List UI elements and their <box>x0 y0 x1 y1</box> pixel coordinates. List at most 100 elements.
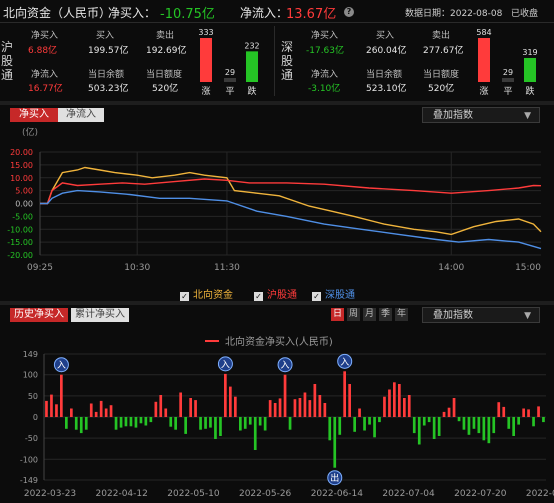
sz-connect-panel: 深股通 净买入 -17.63亿 买入 260.04亿 卖出 277.67亿 净流… <box>278 24 554 100</box>
divider <box>0 22 554 23</box>
period-quarter-button[interactable]: 季 <box>379 308 392 321</box>
breadth-label-up: 涨 <box>479 86 488 97</box>
history-bar <box>94 411 98 417</box>
breadth-bar-up <box>478 38 490 82</box>
history-bar <box>55 404 58 417</box>
history-bar <box>114 417 118 430</box>
y-tick-label: 15.00 <box>10 161 33 170</box>
x-tick-label: 2022-06-14 <box>311 489 364 499</box>
history-bar <box>104 408 108 417</box>
series-line-0 <box>40 166 542 236</box>
y-tick-label: 100 <box>23 371 38 380</box>
legend-item-northbound[interactable]: ✓ 北向资金 <box>180 286 233 301</box>
sz-quota-value: 520亿 <box>428 84 455 94</box>
legend-swatch <box>205 340 219 342</box>
history-overlay-index-dropdown-label: 叠加指数 <box>433 310 473 321</box>
y-tick-label: 20.00 <box>10 148 33 157</box>
history-bar <box>353 417 356 432</box>
y-tick-label: 5.00 <box>15 187 33 196</box>
sh-balance-value: 503.23亿 <box>88 84 129 94</box>
marker-label-in: 入 <box>340 357 349 368</box>
legend-item-sz[interactable]: ✓ 深股通 <box>312 286 355 301</box>
tab-net-buy[interactable]: 净买入 <box>10 108 58 122</box>
history-bar <box>253 417 257 450</box>
tab-net-inflow[interactable]: 净流入 <box>58 108 104 122</box>
history-bar <box>263 417 267 431</box>
period-year-button[interactable]: 年 <box>395 308 408 321</box>
marker-badge-in <box>277 357 293 373</box>
history-bar <box>169 417 173 427</box>
history-bar <box>437 417 441 436</box>
history-bar <box>229 386 232 417</box>
history-bar <box>487 417 491 444</box>
history-bar <box>149 417 153 423</box>
help-icon[interactable]: ? <box>344 7 354 17</box>
history-bar <box>60 374 63 417</box>
chevron-down-icon: ▼ <box>524 311 531 321</box>
overlay-index-dropdown-label: 叠加指数 <box>433 110 473 121</box>
data-date: 数据日期：2022-08-08 <box>405 9 503 19</box>
history-bar <box>184 417 187 434</box>
sh-buy-value: 199.57亿 <box>88 46 129 56</box>
period-day-button[interactable]: 日 <box>331 308 344 321</box>
y-tick-label: -50 <box>25 434 38 443</box>
y-tick-label: 10.00 <box>10 174 33 183</box>
sh-quota-value: 520亿 <box>152 84 179 94</box>
legend-item-sh[interactable]: ✓ 沪股通 <box>254 286 297 301</box>
breadth-label-flat: 平 <box>225 86 234 97</box>
x-tick-label: 2022-04-12 <box>96 489 148 499</box>
sz-net-buy-value: -17.63亿 <box>306 46 345 56</box>
history-bar <box>532 417 535 427</box>
tab-history-net-buy[interactable]: 历史净买入 <box>10 308 68 322</box>
x-tick-label: 2022-07-20 <box>454 489 507 499</box>
intraday-legend: ✓ 北向资金 ✓ 沪股通 ✓ 深股通 <box>180 286 410 301</box>
history-bar <box>119 417 123 428</box>
sh-connect-panel: 沪股通 净买入 6.88亿 买入 199.57亿 卖出 192.69亿 净流入 … <box>0 24 272 100</box>
sh-connect-name: 沪股通 <box>0 40 13 82</box>
history-bar <box>363 417 366 431</box>
history-bar <box>343 371 346 417</box>
x-tick-label: 11:30 <box>214 263 240 273</box>
overlay-index-dropdown[interactable]: 叠加指数 ▼ <box>422 107 540 123</box>
sz-buy-value: 260.04亿 <box>366 46 407 56</box>
tab-cumulative-net-buy[interactable]: 累计净买入 <box>71 308 129 322</box>
history-bar <box>154 401 158 417</box>
history-bar <box>383 396 386 417</box>
history-bar <box>298 398 302 417</box>
history-bar <box>338 417 342 435</box>
period-switcher: 日 周 月 季 年 <box>331 308 411 321</box>
legend-label: 深股通 <box>325 290 355 301</box>
history-bar <box>318 395 322 417</box>
period-week-button[interactable]: 周 <box>347 308 360 321</box>
y-tick-label: -10.00 <box>7 225 33 234</box>
history-bar <box>278 398 282 417</box>
history-bar <box>472 417 476 429</box>
history-bar <box>164 408 168 417</box>
x-tick-label: 2022-08-08 <box>526 489 554 499</box>
divider <box>274 26 275 96</box>
history-bar <box>109 405 113 417</box>
x-tick-label: 2022-03-23 <box>24 489 76 499</box>
sz-connect-name: 深股通 <box>280 40 293 82</box>
history-bar <box>199 417 202 430</box>
sh-net-buy-label: 净买入 <box>31 31 59 41</box>
breadth-count-flat: 29 <box>225 68 235 77</box>
history-bar <box>407 395 411 417</box>
history-bar <box>393 382 396 417</box>
history-bar <box>477 417 481 434</box>
history-bar <box>467 417 471 435</box>
x-tick-label: 10:30 <box>124 263 150 273</box>
series-line-2 <box>40 189 542 250</box>
history-bar <box>134 417 138 428</box>
history-bar <box>412 417 416 434</box>
history-bar <box>328 417 332 441</box>
sh-net-buy-value: 6.88亿 <box>28 46 58 56</box>
sz-balance-value: 523.10亿 <box>366 84 407 94</box>
history-bar <box>159 395 163 417</box>
history-overlay-index-dropdown[interactable]: 叠加指数 ▼ <box>422 307 540 323</box>
history-bar <box>84 417 88 430</box>
net-buy-value: -10.75亿 <box>160 7 215 22</box>
period-month-button[interactable]: 月 <box>363 308 376 321</box>
section-divider <box>0 301 554 305</box>
breadth-bar-down <box>246 51 258 82</box>
